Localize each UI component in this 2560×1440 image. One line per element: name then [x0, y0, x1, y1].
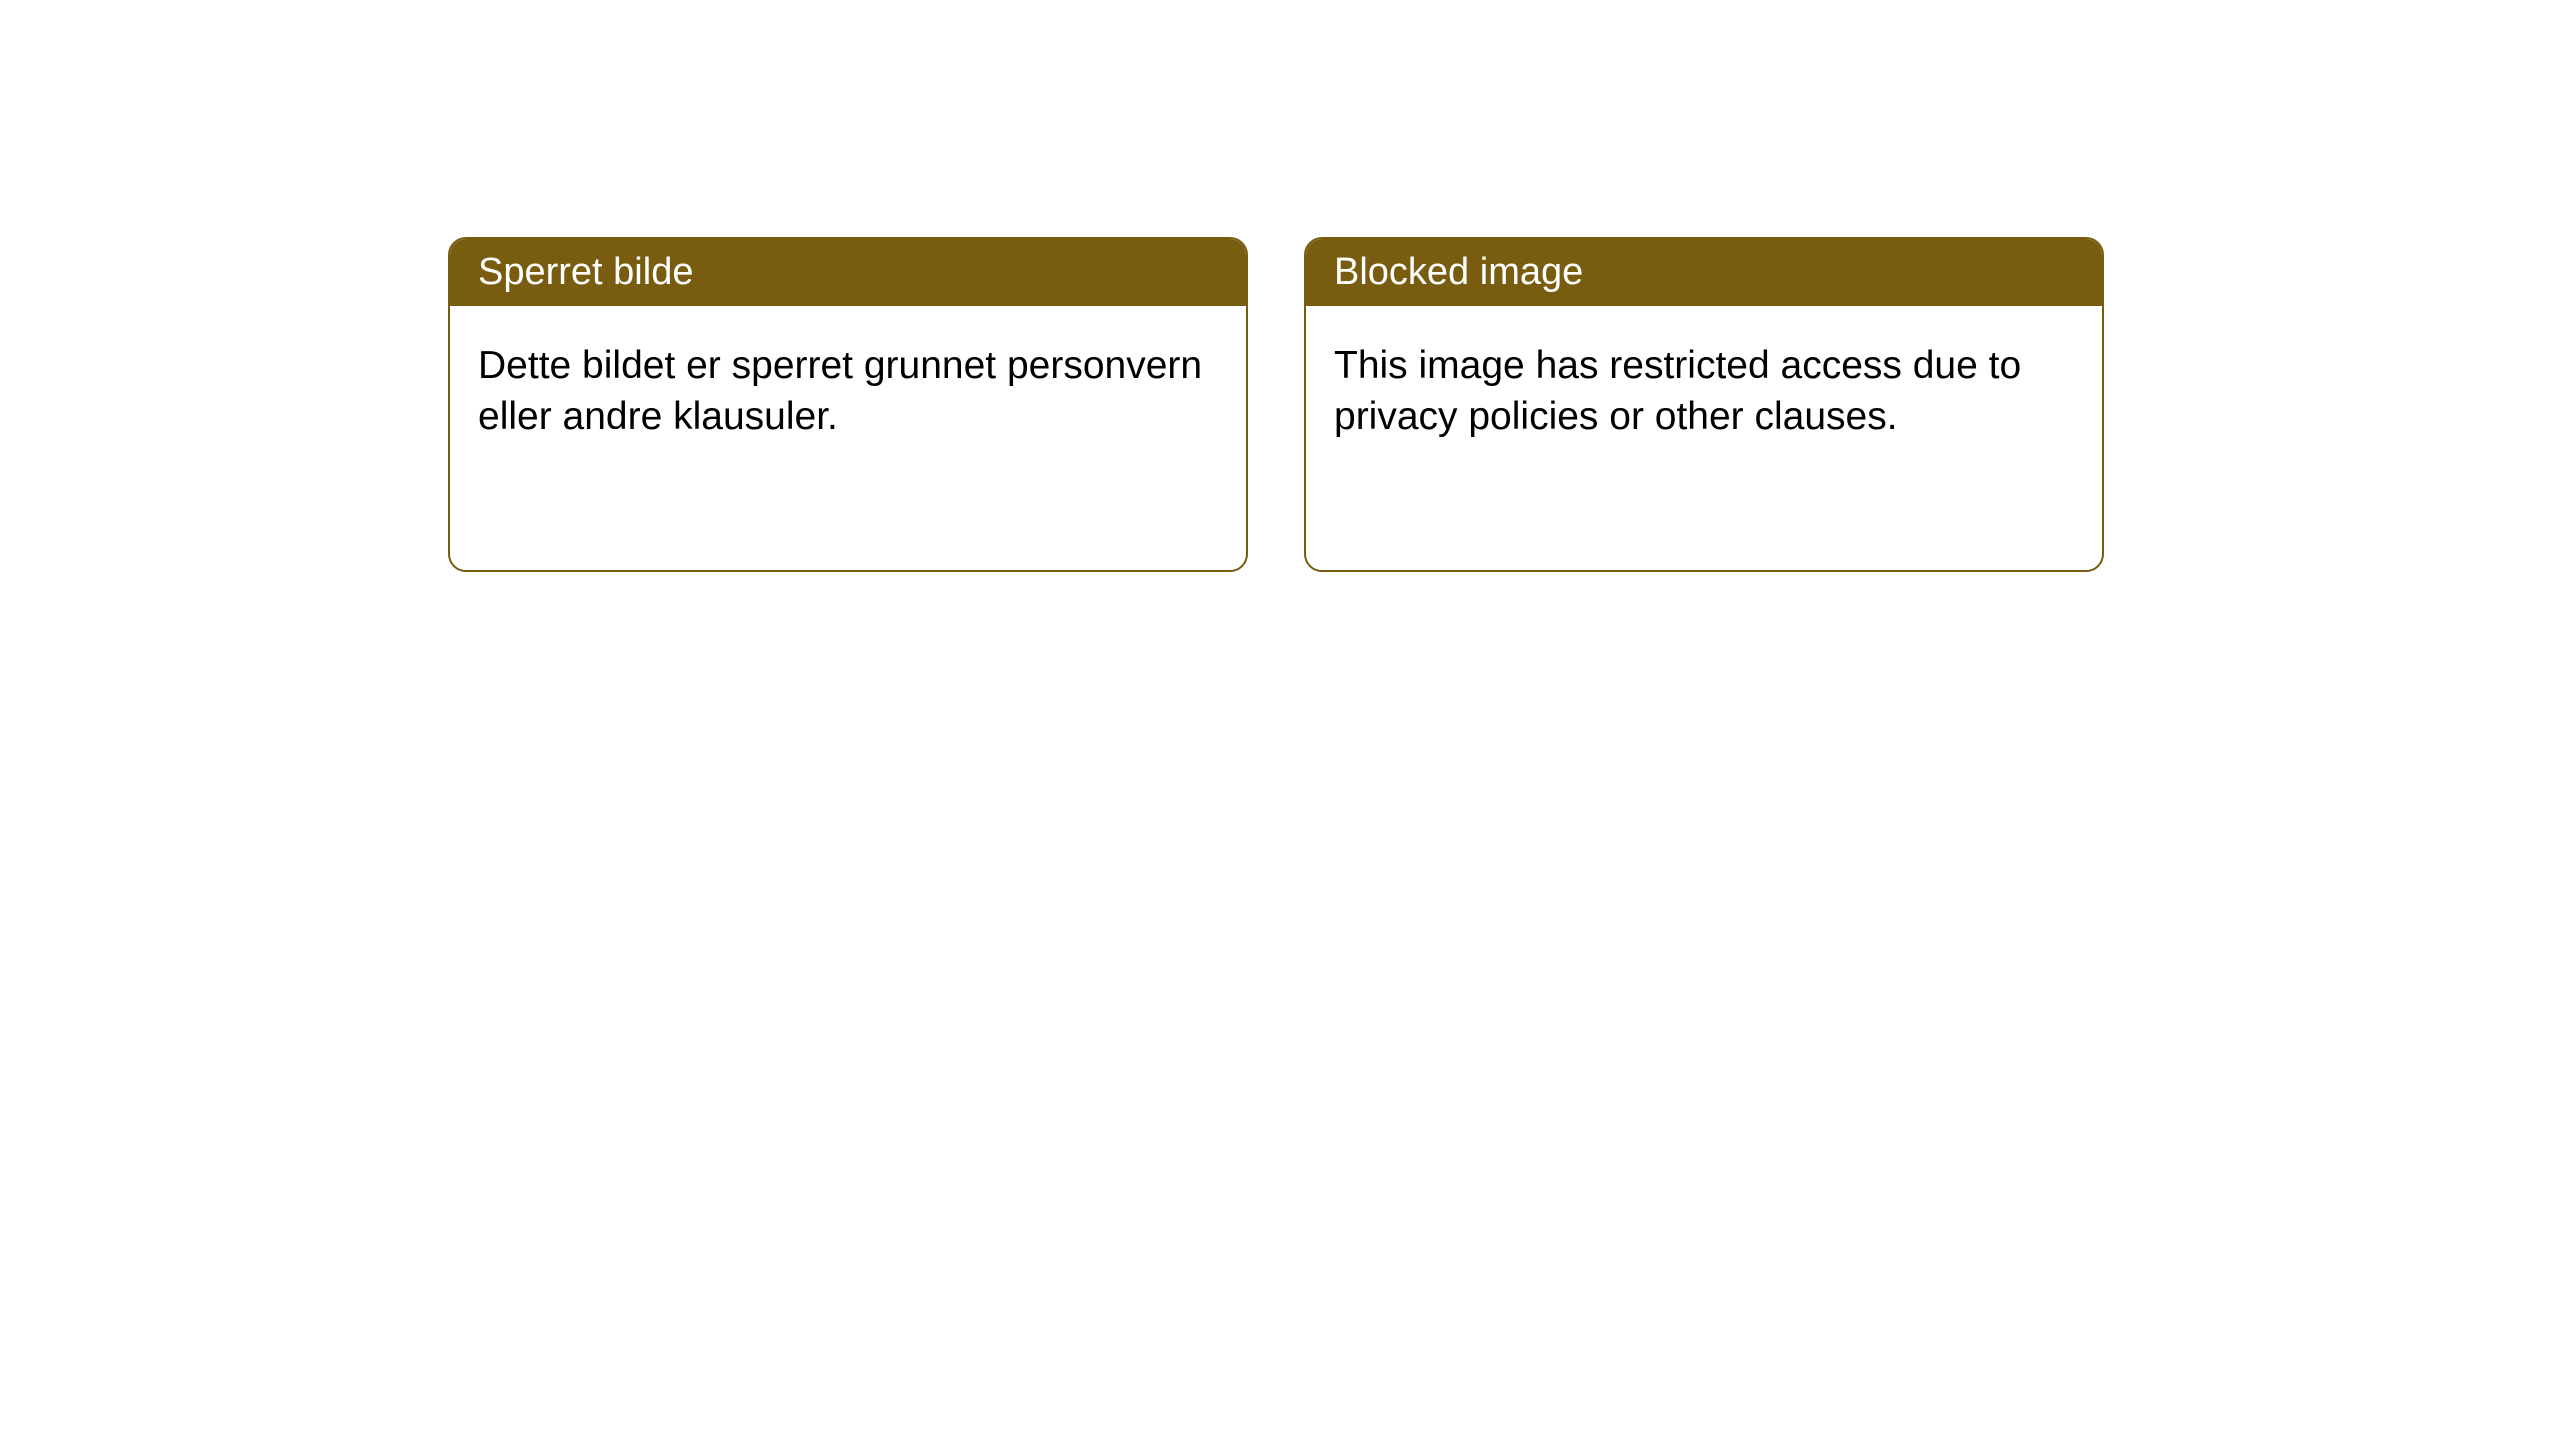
notice-header-english: Blocked image — [1306, 239, 2102, 306]
notice-body-english: This image has restricted access due to … — [1306, 306, 2102, 477]
notice-container: Sperret bilde Dette bildet er sperret gr… — [0, 0, 2560, 572]
notice-header-norwegian: Sperret bilde — [450, 239, 1246, 306]
notice-card-norwegian: Sperret bilde Dette bildet er sperret gr… — [448, 237, 1248, 572]
notice-card-english: Blocked image This image has restricted … — [1304, 237, 2104, 572]
notice-body-norwegian: Dette bildet er sperret grunnet personve… — [450, 306, 1246, 477]
